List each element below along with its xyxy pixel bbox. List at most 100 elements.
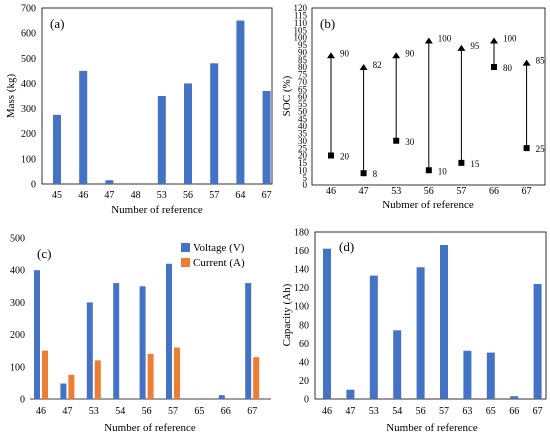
bar	[510, 396, 519, 399]
x-tick-label: 48	[131, 190, 141, 201]
panel-c-legend: Voltage (V) Current (A)	[181, 242, 245, 269]
y-tick-label: 35	[298, 129, 308, 139]
bar	[157, 96, 166, 184]
x-tick-label: 46	[78, 190, 88, 201]
bar	[184, 83, 192, 184]
x-tick-label: 65	[486, 406, 496, 417]
panel-d-frame	[314, 231, 547, 400]
x-tick-label: 46	[326, 186, 336, 197]
x-tick-label: 47	[359, 186, 369, 197]
y-tick-label: 10	[298, 165, 308, 175]
legend-swatch-voltage	[181, 243, 190, 252]
bar	[323, 248, 331, 399]
high-value-label: 100	[503, 34, 517, 44]
x-tick-label: 54	[392, 406, 402, 417]
y-tick-label: 0	[304, 395, 309, 406]
y-tick-label: 100	[21, 154, 36, 165]
panel-a-x-ticks: 45 46 47 48 53 56 57 64 67	[52, 190, 272, 201]
low-marker	[328, 152, 334, 159]
legend-swatch-current	[181, 258, 190, 267]
x-tick-label: 67	[522, 186, 532, 197]
x-tick-label: 67	[262, 190, 272, 201]
x-tick-label: 57	[456, 186, 466, 197]
y-tick-label: 65	[298, 84, 308, 94]
high-value-label: 90	[405, 48, 415, 58]
current-bar	[147, 353, 154, 399]
x-tick-label: 67	[533, 406, 543, 417]
y-tick-label: 70	[298, 77, 308, 87]
low-marker	[425, 167, 432, 174]
bar	[236, 20, 245, 185]
panel-b-frame	[311, 7, 546, 186]
x-tick-label: 46	[36, 406, 46, 417]
bar	[369, 275, 378, 399]
x-tick-label: 57	[168, 406, 178, 417]
y-tick-label: 90	[298, 47, 308, 57]
bar	[262, 90, 271, 184]
panel-b-x-ticks: 46 47 53 56 57 66 67	[326, 186, 532, 197]
panel-c-y-ticks: 0 100 200 300 400 500	[10, 234, 25, 406]
high-value-label: 82	[373, 60, 382, 70]
panel-d: (d) Capacity (Ah) Number of reference 0 2…	[281, 228, 547, 434]
panel-a-frame	[41, 7, 273, 185]
x-tick-label: 65	[194, 406, 204, 417]
y-tick-label: 120	[294, 283, 309, 294]
low-marker	[523, 145, 530, 152]
x-tick-label: 53	[89, 406, 99, 417]
y-tick-label: 80	[299, 320, 309, 331]
y-tick-label: 400	[10, 266, 25, 277]
voltage-bar	[113, 283, 120, 399]
panel-b-range-marks: 90 20 82 8 90 30 100 10 95 15 100 80 85 25	[327, 34, 546, 179]
y-tick-label: 100	[294, 302, 309, 313]
panel-d-x-ticks: 46 47 53 54 56 57 63 65 66 67	[322, 406, 543, 417]
y-tick-label: 80	[298, 62, 308, 72]
panel-a-ylabel: Mass (kg)	[5, 74, 17, 119]
voltage-bar	[192, 398, 199, 399]
x-tick-label: 53	[369, 406, 379, 417]
y-tick-label: 200	[21, 129, 36, 140]
panel-a-xlabel: Number of reference	[111, 204, 203, 216]
y-tick-label: 500	[21, 54, 36, 65]
low-value-label: 25	[536, 144, 546, 154]
x-tick-label: 67	[247, 406, 257, 417]
panel-b-xlabel: Nubmer of reference	[382, 199, 474, 211]
y-tick-label: 40	[299, 357, 309, 368]
panel-c-xlabel: Number of reference	[104, 422, 196, 434]
y-tick-label: 75	[298, 70, 308, 80]
y-tick-label: 500	[10, 234, 25, 245]
bar	[105, 180, 114, 184]
high-arrow	[490, 37, 498, 44]
panel-d-y-ticks: 0 20 40 60 80 100 120 140 160 180	[294, 228, 309, 406]
low-value-label: 10	[438, 166, 448, 176]
y-tick-label: 300	[21, 104, 36, 115]
bar	[346, 389, 355, 399]
voltage-bar	[139, 286, 146, 399]
high-arrow	[359, 64, 368, 71]
y-tick-label: 105	[294, 25, 308, 35]
y-tick-label: 0	[31, 180, 36, 191]
panel-c-x-ticks: 46 47 53 54 56 57 65 66 67	[36, 406, 257, 417]
low-marker	[491, 64, 497, 70]
y-tick-label: 115	[294, 11, 308, 21]
y-tick-label: 700	[21, 4, 36, 15]
panel-d-bars	[323, 244, 542, 399]
y-tick-label: 110	[294, 18, 308, 28]
bar	[463, 350, 472, 399]
panel-a-bars	[53, 20, 271, 185]
low-value-label: 80	[503, 63, 513, 73]
y-tick-label: 0	[303, 180, 308, 190]
high-arrow	[424, 37, 433, 44]
y-tick-label: 25	[298, 143, 308, 153]
y-tick-label: 60	[298, 92, 308, 102]
high-value-label: 100	[438, 34, 452, 44]
y-tick-label: 600	[21, 29, 36, 40]
x-tick-label: 45	[52, 190, 62, 201]
y-tick-label: 85	[298, 55, 308, 65]
bar	[393, 330, 402, 399]
high-arrow	[457, 44, 466, 51]
x-tick-label: 53	[391, 186, 401, 197]
y-tick-label: 40	[298, 121, 308, 131]
voltage-bar	[245, 283, 252, 399]
panel-d-label: (d)	[339, 239, 354, 254]
